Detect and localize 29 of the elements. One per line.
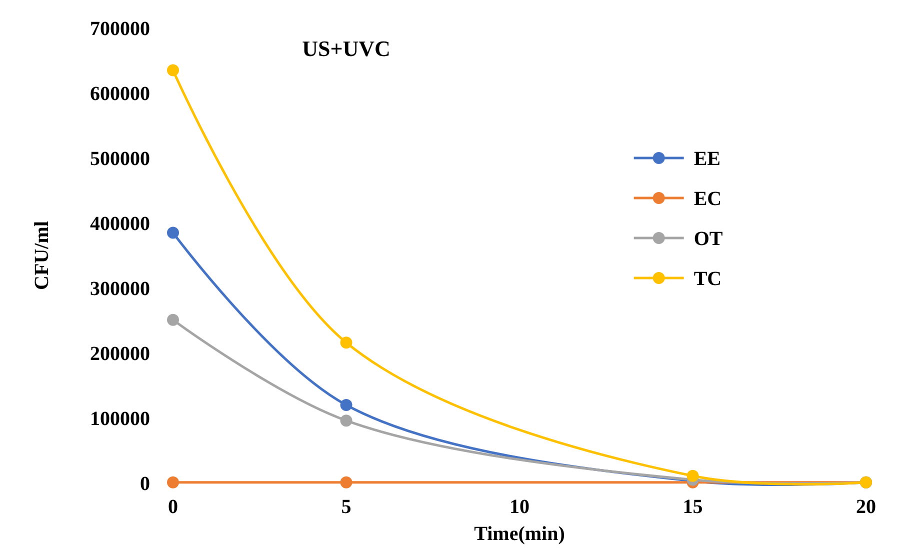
point: [167, 64, 179, 76]
x-tick-label: 15: [682, 496, 703, 518]
point: [340, 476, 352, 488]
point: [340, 399, 352, 411]
legend-label: TC: [694, 268, 722, 290]
legend-label: OT: [694, 228, 724, 250]
point: [340, 336, 352, 349]
y-tick-label: 400000: [90, 213, 150, 235]
y-tick-label: 100000: [90, 408, 150, 430]
y-tick-label: 300000: [90, 278, 150, 300]
x-tick-label: 0: [168, 496, 178, 518]
y-tick-label: 200000: [90, 343, 150, 365]
point: [167, 314, 179, 326]
legend-label: EE: [694, 148, 721, 170]
chart-title: US+UVC: [302, 36, 390, 61]
point: [340, 414, 352, 427]
x-tick-label: 5: [341, 496, 352, 518]
y-tick-label: 700000: [90, 18, 150, 40]
legend-label: EC: [694, 188, 722, 210]
point: [167, 476, 179, 488]
x-tick-label: 20: [856, 496, 876, 518]
y-tick-label: 0: [140, 473, 150, 495]
point: [686, 470, 699, 482]
x-axis-title: Time(min): [474, 523, 565, 545]
y-tick-label: 600000: [90, 83, 150, 105]
point: [167, 226, 179, 239]
y-axis-title: CFU/ml: [31, 220, 53, 290]
x-tick-label: 10: [510, 496, 530, 518]
y-tick-label: 500000: [90, 148, 150, 170]
